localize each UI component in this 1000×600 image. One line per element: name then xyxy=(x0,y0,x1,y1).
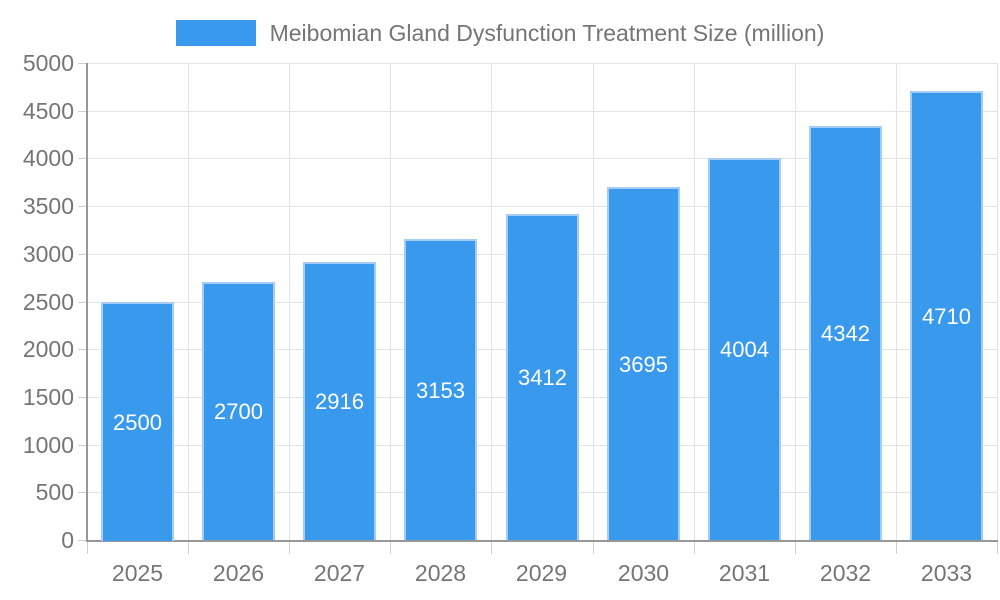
x-tick xyxy=(795,540,796,554)
y-gridline xyxy=(87,206,997,207)
x-tick xyxy=(593,540,594,554)
y-tick xyxy=(78,302,87,303)
legend-swatch-icon xyxy=(175,20,256,46)
x-gridline xyxy=(390,63,391,540)
x-tick xyxy=(188,540,189,554)
y-axis-label: 0 xyxy=(61,527,74,553)
y-axis-label: 1000 xyxy=(22,432,74,458)
bar-2025[interactable]: 2500 xyxy=(101,302,174,541)
y-axis-label: 3000 xyxy=(22,241,74,267)
bar-value-label: 3153 xyxy=(416,377,465,403)
y-gridline xyxy=(87,111,997,112)
bar-value-label: 3412 xyxy=(518,365,567,390)
x-tick xyxy=(289,540,290,554)
x-axis-label: 2028 xyxy=(414,560,467,586)
x-axis-label: 2032 xyxy=(819,560,872,586)
y-gridline xyxy=(87,63,997,64)
x-gridline xyxy=(491,63,492,540)
y-axis-label: 2500 xyxy=(22,289,74,315)
y-axis-line xyxy=(86,63,88,542)
x-gridline xyxy=(997,63,998,540)
bar-2029[interactable]: 3412 xyxy=(506,214,579,540)
bar-value-label: 4004 xyxy=(720,337,769,362)
bar-2027[interactable]: 2916 xyxy=(303,262,376,540)
legend-label: Meibomian Gland Dysfunction Treatment Si… xyxy=(269,19,825,46)
y-tick xyxy=(78,540,87,541)
y-tick xyxy=(78,206,87,207)
y-gridline xyxy=(87,158,997,159)
x-axis-label: 2030 xyxy=(617,560,670,586)
x-gridline xyxy=(896,63,897,540)
bar-2026[interactable]: 2700 xyxy=(202,282,275,540)
y-axis-label: 3500 xyxy=(22,193,74,219)
y-tick xyxy=(78,445,87,446)
y-axis-label: 4000 xyxy=(22,145,74,171)
y-axis-label: 1500 xyxy=(22,384,74,410)
bar-2032[interactable]: 4342 xyxy=(809,126,882,540)
x-tick xyxy=(390,540,391,554)
x-gridline xyxy=(188,63,189,540)
x-axis-label: 2031 xyxy=(718,560,771,586)
bar-2030[interactable]: 3695 xyxy=(607,187,680,540)
bar-value-label: 2500 xyxy=(113,409,162,435)
bar-value-label: 4342 xyxy=(821,321,870,346)
x-axis-label: 2025 xyxy=(111,560,164,586)
bar-2031[interactable]: 4004 xyxy=(708,158,781,540)
y-tick xyxy=(78,349,87,350)
x-tick xyxy=(896,540,897,554)
y-tick xyxy=(78,158,87,159)
x-axis-label: 2026 xyxy=(212,560,265,586)
x-axis-label: 2033 xyxy=(920,560,973,586)
x-axis-label: 2027 xyxy=(313,560,366,586)
y-axis-label: 2000 xyxy=(22,336,74,362)
x-gridline xyxy=(795,63,796,540)
x-tick xyxy=(997,540,998,554)
y-axis-label: 4500 xyxy=(22,98,74,124)
bar-value-label: 4710 xyxy=(922,303,971,329)
y-tick xyxy=(78,63,87,64)
bar-2028[interactable]: 3153 xyxy=(404,239,477,540)
x-tick xyxy=(491,540,492,554)
y-axis-label: 500 xyxy=(35,479,74,505)
bar-2033[interactable]: 4710 xyxy=(910,91,983,540)
x-gridline xyxy=(694,63,695,540)
bar-value-label: 2916 xyxy=(315,389,364,414)
x-gridline xyxy=(593,63,594,540)
y-tick xyxy=(78,397,87,398)
chart-legend[interactable]: Meibomian Gland Dysfunction Treatment Si… xyxy=(0,14,1000,52)
x-axis-label: 2029 xyxy=(515,560,568,586)
x-gridline xyxy=(289,63,290,540)
y-tick xyxy=(78,254,87,255)
bar-value-label: 3695 xyxy=(619,351,668,377)
y-tick xyxy=(78,492,87,493)
y-axis-label: 5000 xyxy=(22,50,74,76)
x-axis-line xyxy=(86,540,998,542)
x-tick xyxy=(694,540,695,554)
bar-value-label: 2700 xyxy=(214,399,263,424)
x-tick xyxy=(87,540,88,554)
y-tick xyxy=(78,111,87,112)
